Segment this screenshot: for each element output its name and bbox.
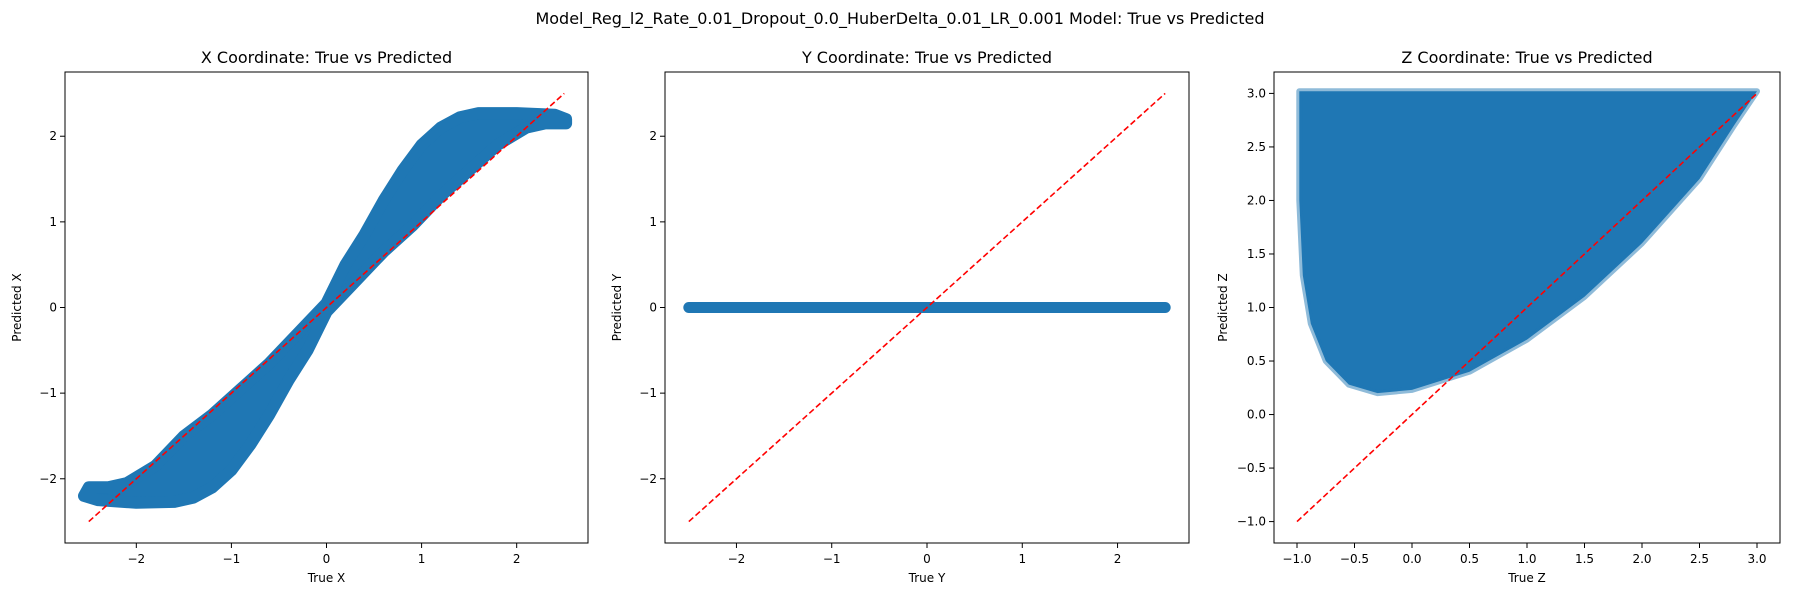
x-tick-label: −0.5 [1340,552,1369,566]
y-tick-label: 3.0 [1247,86,1266,100]
reference-line-x [88,92,565,523]
y-tick-label: −1 [39,386,57,400]
x-tick-label: −1.0 [1282,552,1311,566]
x-tick-label: −2 [127,552,145,566]
x-tick-label: 2.0 [1632,552,1651,566]
data-layer [683,92,1171,523]
scatter-points-z [1296,88,1760,397]
figure-title: Model_Reg_l2_Rate_0.01_Dropout_0.0_Huber… [535,9,1265,28]
subplot-title: Z Coordinate: True vs Predicted [1401,48,1652,67]
x-tick-label: −1 [823,552,841,566]
x-tick-label: 0 [323,552,331,566]
y-tick-label: −1 [639,386,657,400]
x-axis-label: True X [307,571,346,585]
data-layer [1296,88,1760,523]
y-tick-label: 2.0 [1247,193,1266,207]
y-tick-label: 2 [649,129,657,143]
x-tick-label: −2 [728,552,746,566]
subplot-y-coordinate: −2 −1 0 1 2 −2 −1 0 1 2 Y Coordinate: True vs Pred… [610,48,1190,585]
x-tick-label: 0.0 [1402,552,1421,566]
x-tick-label: 1.5 [1575,552,1594,566]
y-tick-label: −2 [39,472,57,486]
y-tick-label: 1.5 [1247,247,1266,261]
y-tick-label: 0 [649,301,657,315]
y-axis-label: Predicted X [10,273,24,341]
reference-line-z [1296,92,1758,523]
x-tick-label: 0.5 [1460,552,1479,566]
y-tick-label: 2 [49,129,57,143]
y-axis-label: Predicted Y [610,273,624,341]
y-tick-label: −2 [639,472,657,486]
y-tick-label: −1.0 [1237,515,1266,529]
x-tick-label: 3.0 [1747,552,1766,566]
subplot-x-coordinate: −2 −1 0 1 2 −2 −1 0 1 2 X Coordinate: True vs Pred… [10,48,589,585]
x-tick-label: 2.5 [1690,552,1709,566]
x-axis-label: True Z [1507,571,1546,585]
subplot-title: X Coordinate: True vs Predicted [201,48,452,67]
y-tick-label: 1 [649,215,657,229]
y-tick-label: 1.0 [1247,301,1266,315]
x-tick-label: 2 [1114,552,1122,566]
y-axis-label: Predicted Z [1216,273,1230,341]
y-tick-label: 2.5 [1247,140,1266,154]
data-layer [78,92,573,523]
y-tick-label: 0 [49,301,57,315]
x-tick-label: −1 [223,552,241,566]
y-tick-label: −0.5 [1237,461,1266,475]
y-tick-label: 1 [49,215,57,229]
x-axis-label: True Y [908,571,946,585]
y-tick-label: 0.0 [1247,408,1266,422]
subplot-title: Y Coordinate: True vs Predicted [801,48,1052,67]
y-tick-label: 0.5 [1247,354,1266,368]
x-tick-label: 1 [1018,552,1026,566]
subplot-z-coordinate: −1.0 −0.5 0.0 0.5 1.0 1.5 2.0 2.5 3.0 −1.0 −0.5 0.0… [1216,48,1781,585]
x-tick-label: 1 [418,552,426,566]
reference-line-y [688,92,1166,523]
x-tick-label: 2 [513,552,521,566]
x-tick-label: 0 [923,552,931,566]
x-tick-label: 1.0 [1517,552,1536,566]
